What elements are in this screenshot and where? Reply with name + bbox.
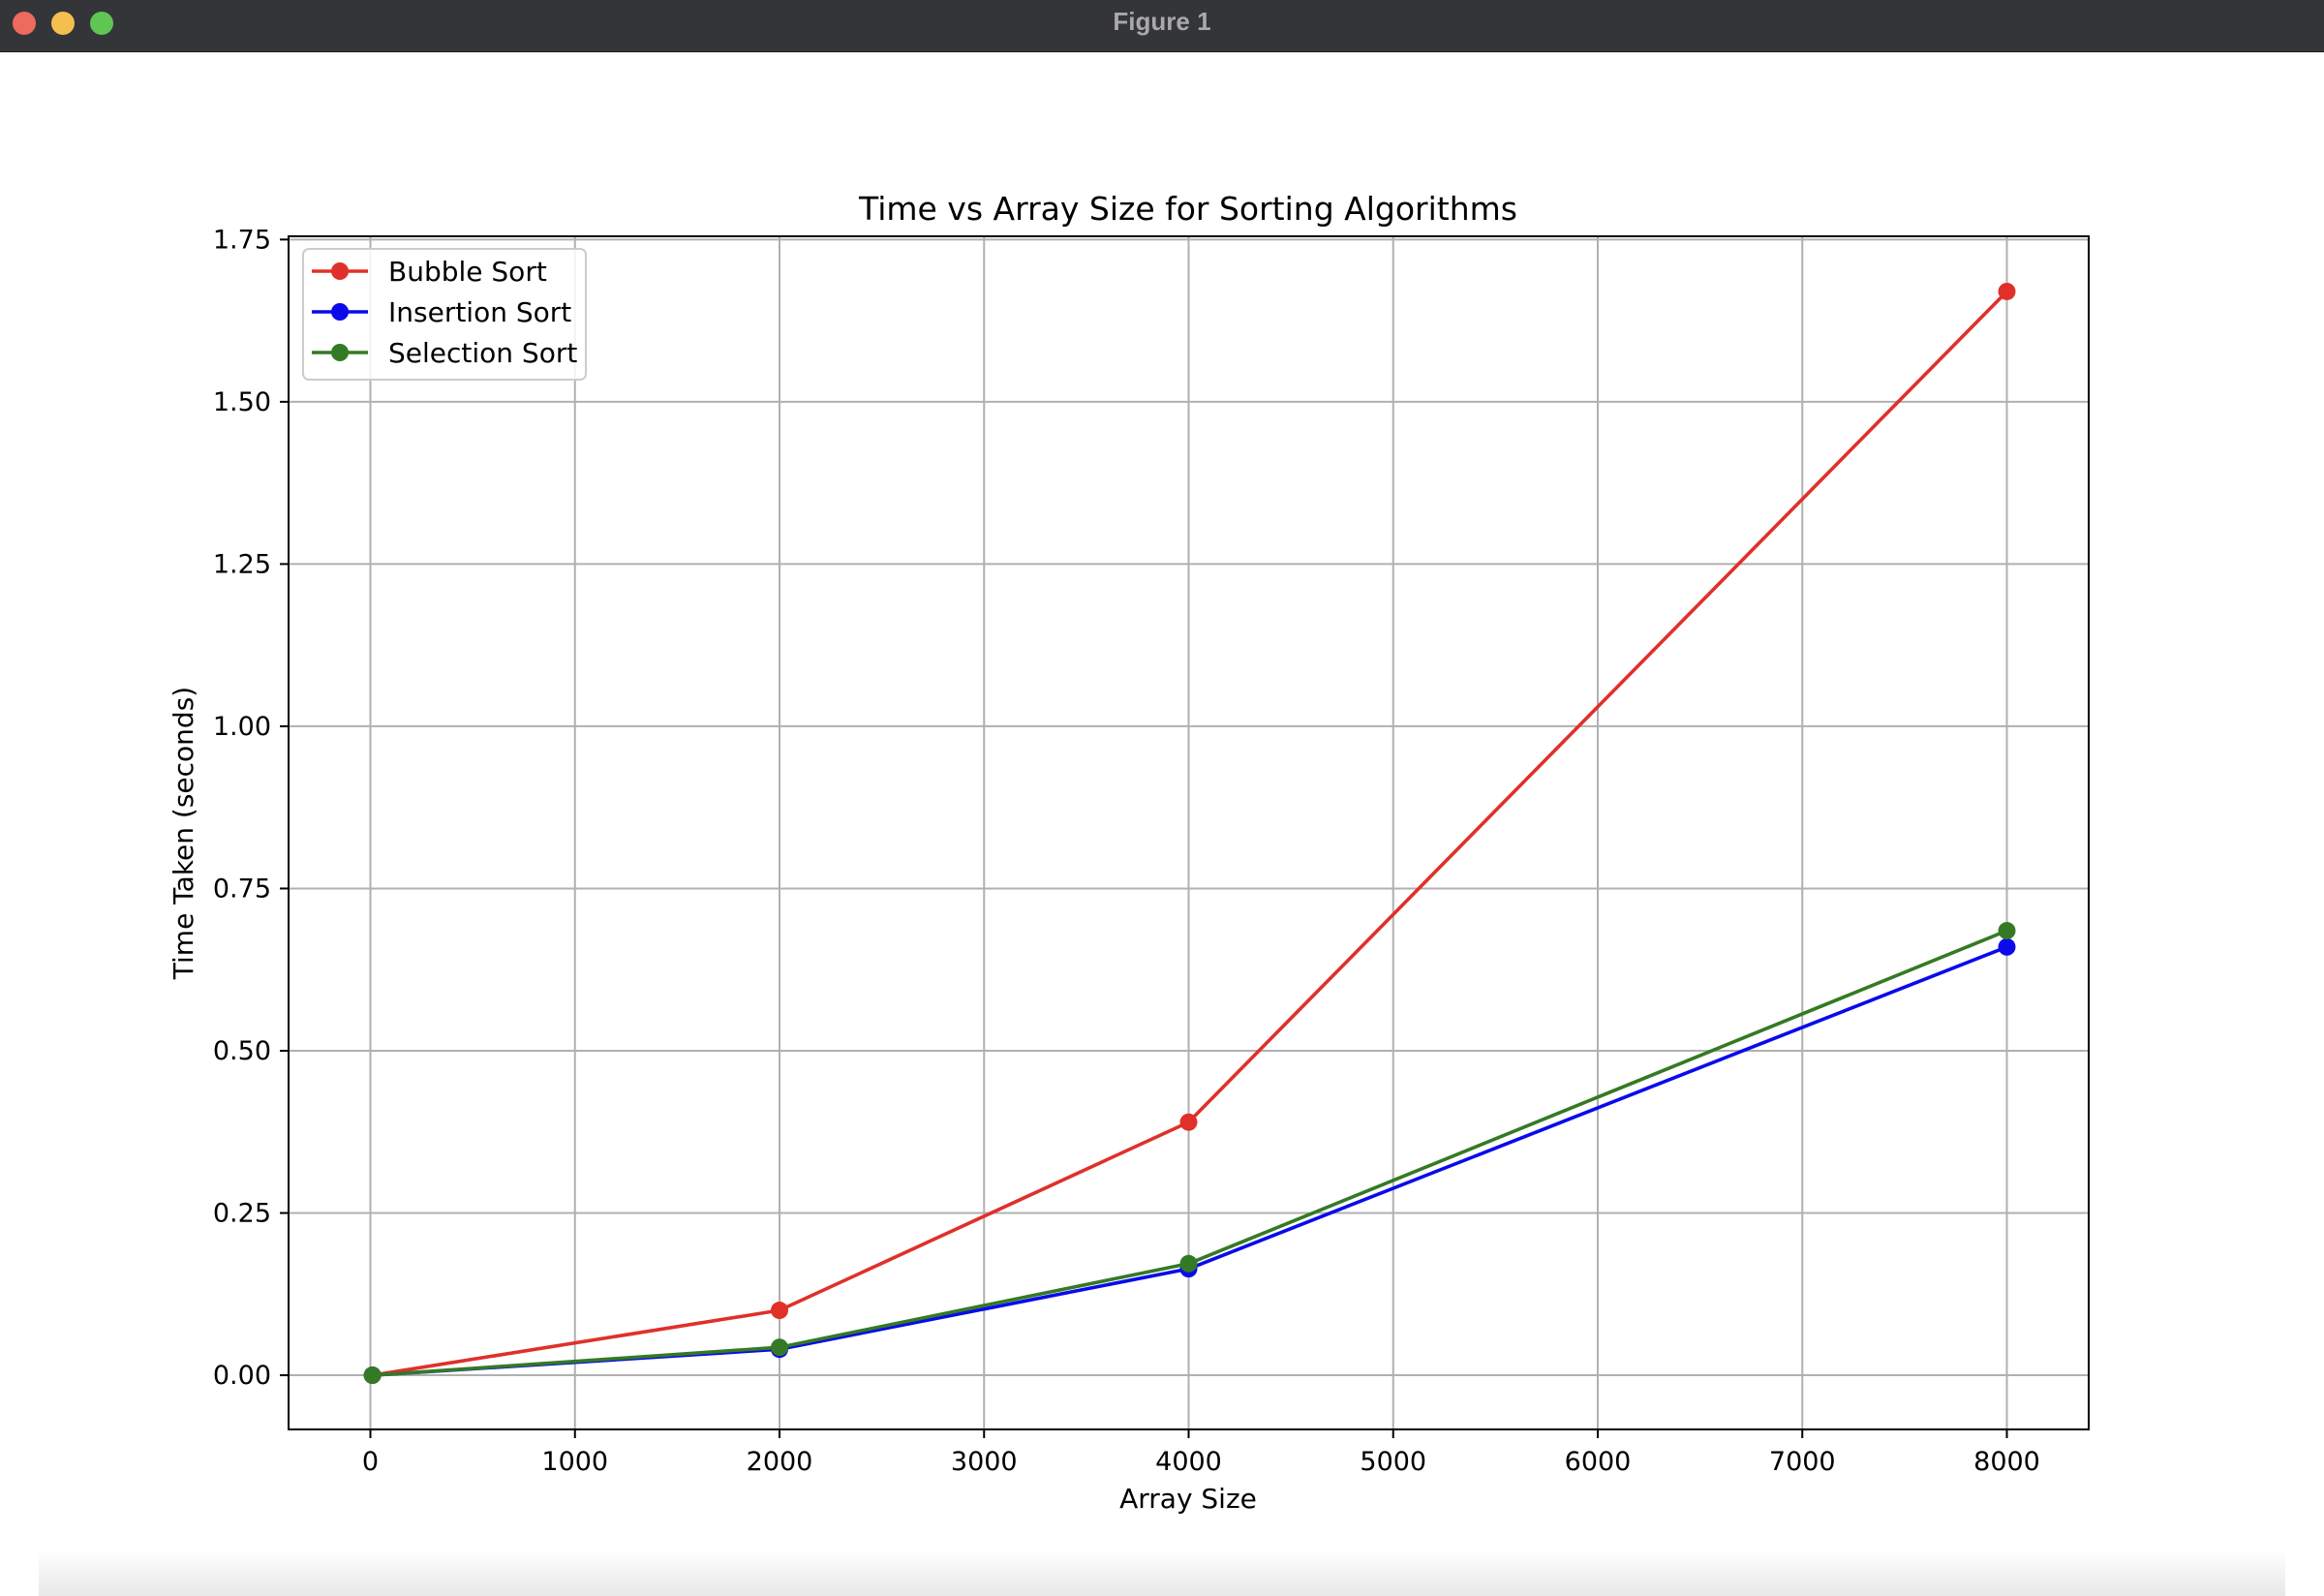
legend-label: Insertion Sort xyxy=(388,296,571,328)
y-tick-label: 1.25 xyxy=(213,549,271,579)
data-point xyxy=(1179,1254,1198,1273)
x-tick-label: 4000 xyxy=(1155,1447,1222,1477)
legend-item: Selection Sort xyxy=(312,337,577,369)
data-point xyxy=(771,1338,788,1357)
x-tick-label: 3000 xyxy=(951,1447,1018,1477)
y-tick-label: 1.50 xyxy=(213,387,271,417)
y-axis-title: Time Taken (seconds) xyxy=(168,687,199,980)
y-tick-label: 0.50 xyxy=(213,1036,271,1066)
legend-marker xyxy=(331,262,349,280)
window-title: Figure 1 xyxy=(1113,7,1211,36)
legend-item: Insertion Sort xyxy=(312,296,571,328)
x-tick-label: 6000 xyxy=(1565,1447,1632,1477)
data-point xyxy=(1998,922,2016,940)
series-selection-sort xyxy=(363,922,2016,1385)
x-tick-label: 5000 xyxy=(1360,1447,1426,1477)
legend-marker xyxy=(331,344,349,361)
line-chart: 0 1000 2000 3000 4000 5000 6000 7000 8000 0.00 0.2… xyxy=(168,190,2090,1515)
legend-label: Bubble Sort xyxy=(388,256,547,288)
y-tick-label: 0.25 xyxy=(213,1199,271,1229)
grid-lines xyxy=(289,236,2089,1429)
x-tick-label: 7000 xyxy=(1769,1447,1836,1477)
data-point xyxy=(1179,1113,1198,1131)
legend-label: Selection Sort xyxy=(388,337,577,369)
y-tick-label: 0.00 xyxy=(213,1361,271,1391)
legend-item: Bubble Sort xyxy=(312,256,547,288)
y-tick-label: 0.75 xyxy=(213,874,271,904)
x-axis-title: Array Size xyxy=(1119,1483,1257,1515)
data-point xyxy=(771,1302,788,1320)
chart-title: Time vs Array Size for Sorting Algorithm… xyxy=(858,190,1517,228)
y-tick-label: 1.00 xyxy=(213,712,271,742)
series-layer xyxy=(363,282,2016,1385)
minimize-window-button[interactable] xyxy=(51,12,75,35)
data-point xyxy=(363,1366,382,1385)
axis-ticks: 0 1000 2000 3000 4000 5000 6000 7000 8000 0.00 0.2… xyxy=(213,225,2040,1477)
legend-box xyxy=(302,248,587,381)
series-line xyxy=(372,290,2008,1377)
x-tick-label: 8000 xyxy=(1973,1447,2040,1477)
legend: Bubble Sort Insertion Sort Selection Sort xyxy=(302,248,587,381)
x-tick-label: 1000 xyxy=(541,1447,608,1477)
x-tick-label: 0 xyxy=(362,1447,379,1477)
data-point xyxy=(1998,937,2016,956)
maximize-window-button[interactable] xyxy=(90,12,113,35)
close-window-button[interactable] xyxy=(13,12,36,35)
data-point xyxy=(1998,282,2016,300)
series-line xyxy=(372,929,2008,1377)
window-bottom-shadow xyxy=(39,1550,2285,1596)
y-tick-label: 1.75 xyxy=(213,225,271,255)
legend-marker xyxy=(331,303,349,321)
window-titlebar: Figure 1 xyxy=(0,0,2324,52)
x-tick-label: 2000 xyxy=(747,1447,813,1477)
